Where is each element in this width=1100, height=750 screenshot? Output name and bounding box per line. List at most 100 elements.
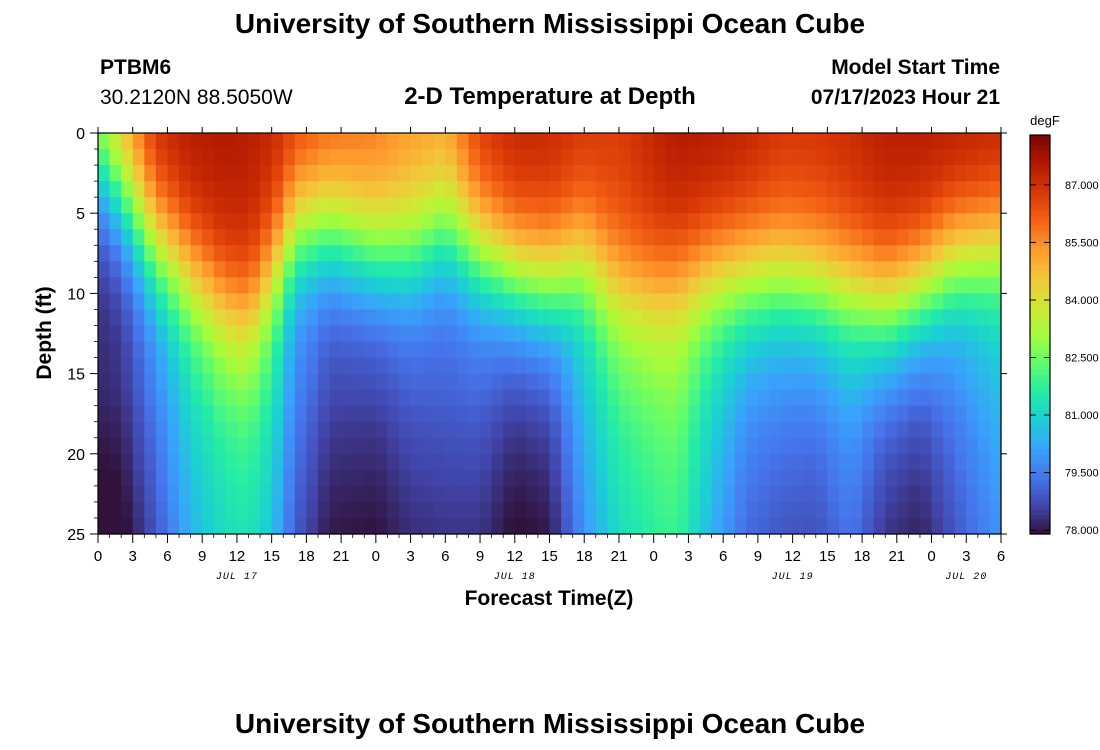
heatmap-cell — [248, 165, 261, 182]
heatmap-cell — [769, 197, 782, 214]
heatmap-cell — [792, 453, 805, 471]
heatmap-cell — [862, 325, 875, 343]
heatmap-cell — [943, 133, 956, 150]
heatmap-cell — [121, 389, 134, 407]
heatmap-cell — [607, 437, 620, 455]
heatmap-cell — [121, 325, 134, 343]
heatmap-cell — [908, 389, 921, 407]
heatmap-cell — [202, 421, 215, 439]
heatmap-cell — [456, 373, 470, 391]
heatmap-cell — [537, 325, 551, 343]
heatmap-cell — [792, 325, 805, 343]
heatmap-cell — [503, 325, 516, 343]
heatmap-cell — [977, 165, 991, 182]
heatmap-cell — [422, 453, 435, 471]
heatmap-cell — [954, 485, 967, 503]
heatmap-cell — [306, 437, 319, 455]
heatmap-cell — [618, 485, 632, 503]
heatmap-cell — [931, 197, 944, 214]
heatmap-cell — [549, 501, 562, 519]
heatmap-cell — [954, 133, 967, 150]
heatmap-cell — [896, 325, 909, 343]
heatmap-cell — [537, 437, 551, 455]
heatmap-cell — [827, 341, 840, 359]
heatmap-cell — [236, 517, 250, 535]
heatmap-cell — [329, 277, 342, 294]
heatmap-cell — [422, 245, 435, 262]
heatmap-cell — [190, 469, 203, 487]
heatmap-cell — [364, 405, 377, 423]
heatmap-cell — [503, 357, 516, 375]
heatmap-cell — [804, 341, 817, 359]
heatmap-cell — [919, 181, 933, 198]
heatmap-cell — [919, 133, 933, 150]
heatmap-cell — [491, 229, 504, 246]
heatmap-cell — [306, 213, 319, 230]
heatmap-cell — [862, 165, 875, 182]
heatmap-cell — [966, 469, 979, 487]
heatmap-cell — [977, 405, 991, 423]
heatmap-cell — [248, 293, 261, 311]
heatmap-cell — [121, 133, 134, 150]
heatmap-cell — [943, 197, 956, 214]
heatmap-cell — [734, 453, 747, 471]
heatmap-cell — [179, 149, 192, 166]
heatmap-cell — [468, 261, 481, 278]
heatmap-cell — [132, 405, 145, 423]
heatmap-cell — [410, 213, 423, 230]
heatmap-cell — [676, 469, 690, 487]
heatmap-cell — [734, 469, 747, 487]
heatmap-cell — [445, 213, 458, 230]
heatmap-cell — [723, 373, 736, 391]
heatmap-cell — [734, 357, 747, 375]
heatmap-cell — [781, 293, 794, 311]
heatmap-cell — [919, 277, 933, 294]
heatmap-cell — [317, 213, 331, 230]
heatmap-cell — [561, 309, 574, 327]
colorbar-segment — [1030, 314, 1050, 321]
heatmap-cell — [456, 197, 470, 214]
heatmap-cell — [341, 341, 354, 359]
heatmap-cell — [931, 453, 944, 471]
heatmap-cell — [202, 309, 215, 327]
heatmap-cell — [537, 149, 551, 166]
heatmap-cell — [908, 501, 921, 519]
heatmap-cell — [306, 389, 319, 407]
heatmap-cell — [98, 197, 111, 214]
heatmap-cell — [688, 469, 701, 487]
heatmap-cell — [109, 453, 122, 471]
heatmap-cell — [329, 437, 342, 455]
heatmap-cell — [827, 357, 840, 375]
heatmap-cell — [375, 309, 389, 327]
heatmap-cell — [352, 453, 365, 471]
heatmap-cell — [954, 469, 967, 487]
heatmap-cell — [341, 517, 354, 535]
heatmap-cell — [283, 453, 296, 471]
heatmap-cell — [514, 133, 527, 150]
colorbar-segment — [1030, 199, 1050, 206]
heatmap-cell — [399, 325, 412, 343]
heatmap-cell — [584, 197, 597, 214]
colorbar-segment — [1030, 474, 1050, 480]
heatmap-cell — [607, 293, 620, 311]
heatmap-cell — [387, 149, 400, 166]
heatmap-cell — [248, 357, 261, 375]
heatmap-cell — [665, 277, 678, 294]
heatmap-cell — [514, 213, 527, 230]
x-axis: 0 3 6 9 12 15 18 21 0 3 6 9 12 15 18 21 0 3 6 9 12 15 18 21 0 3 6J… — [94, 127, 1005, 583]
heatmap-cell — [746, 469, 759, 487]
heatmap-cell — [607, 421, 620, 439]
heatmap-cell — [700, 405, 713, 423]
heatmap-cell — [734, 389, 747, 407]
heatmap-cell — [723, 453, 736, 471]
heatmap-cell — [352, 293, 365, 311]
heatmap-cell — [919, 517, 933, 535]
colorbar-segment — [1030, 484, 1050, 490]
heatmap-cell — [260, 229, 273, 246]
heatmap-cell — [642, 373, 655, 391]
heatmap-cell — [746, 165, 759, 182]
heatmap-cell — [931, 309, 944, 327]
heatmap-cell — [410, 325, 423, 343]
heatmap-cell — [734, 485, 747, 503]
heatmap-cell — [213, 341, 226, 359]
